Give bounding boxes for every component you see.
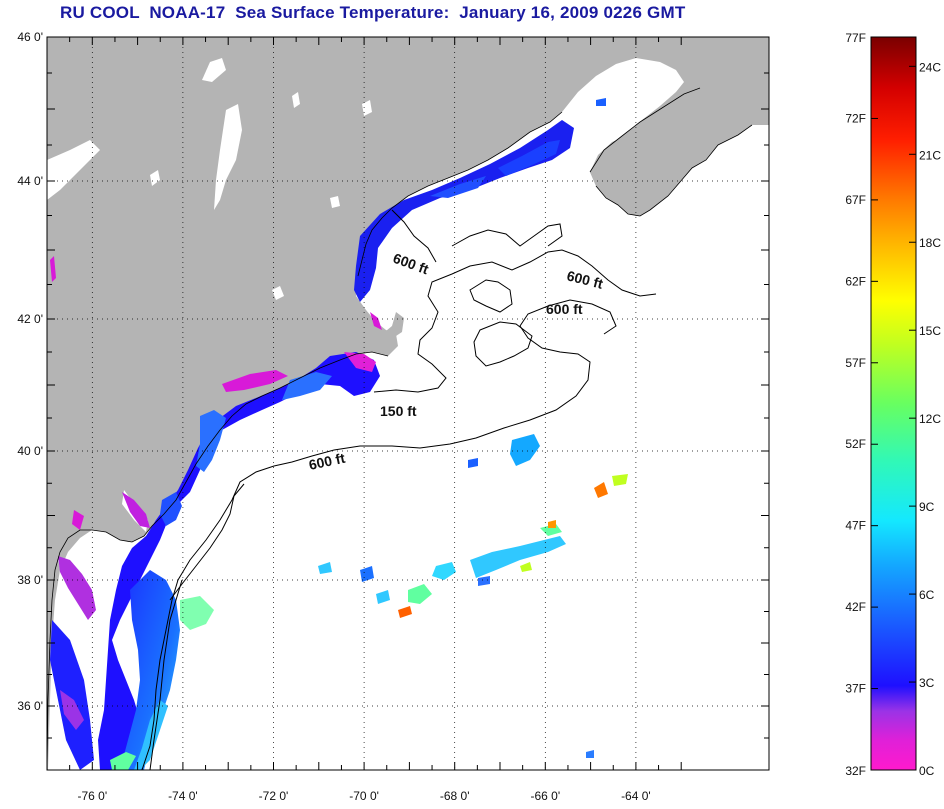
lat-label: 46 0': [17, 30, 43, 44]
sst-offshore-patches: [180, 98, 628, 758]
frame-ticks: [46, 36, 769, 771]
lat-label: 38 0': [17, 573, 43, 587]
colorbar-label-f: 42F: [845, 600, 866, 614]
colorbar-label-f: 37F: [845, 682, 866, 696]
colorbar-label-c: 12C: [919, 412, 941, 426]
colorbar-label-f: 52F: [845, 437, 866, 451]
contour-label: 600 ft: [546, 301, 583, 317]
sst-retrievals: [50, 120, 574, 770]
land-cape-cod: [368, 312, 404, 346]
map-title: RU COOL NOAA-17 Sea Surface Temperature:…: [60, 3, 686, 22]
inland-lakes: [47, 58, 372, 576]
land-long-island: [198, 362, 336, 414]
lon-label: -74 0': [168, 789, 198, 803]
colorbar-gradient: [870, 36, 917, 771]
colorbar-label-f: 62F: [845, 274, 866, 288]
lat-label: 40 0': [17, 444, 43, 458]
bathymetry-contours: [141, 209, 657, 770]
colorbar-label-f: 72F: [845, 111, 866, 125]
colorbar-label-f: 77F: [845, 31, 866, 45]
colorbar-label-c: 24C: [919, 60, 941, 74]
sst-cold-estuaries: [50, 256, 382, 730]
lon-label: -68 0': [440, 789, 470, 803]
colorbar-label-c: 6C: [919, 588, 935, 602]
land-us: [47, 37, 769, 770]
lon-label: -76 0': [77, 789, 107, 803]
colorbar-label-f: 32F: [845, 764, 866, 778]
longitude-labels: -76 0' -74 0' -72 0' -70 0' -68 0' -66 0' -64 …: [77, 789, 650, 803]
map-frame: [46, 36, 770, 771]
colorbar-label-c: 0C: [919, 764, 935, 778]
contour-label: 150 ft: [380, 403, 417, 419]
bay-of-fundy: [556, 74, 670, 150]
lat-label: 36 0': [17, 699, 43, 713]
colorbar-label-c: 15C: [919, 324, 941, 338]
lon-label: -66 0': [530, 789, 560, 803]
colorbar-celsius-labels: 24C 21C 18C 15C 12C 9C 6C 3C 0C: [909, 60, 941, 778]
colorbar-label-c: 3C: [919, 676, 935, 690]
graticule: [47, 37, 769, 770]
contour-label: 600 ft: [307, 450, 346, 473]
colorbar-fahrenheit-labels: 77F 72F 67F 62F 57F 52F 47F 42F 37F 32F: [845, 31, 878, 778]
colorbar-label-c: 9C: [919, 500, 935, 514]
latitude-labels: 46 0' 44 0' 42 0' 40 0' 38 0' 36 0': [17, 30, 43, 713]
colorbar-label-c: 21C: [919, 148, 941, 162]
colorbar-label-f: 67F: [845, 193, 866, 207]
coastline: [47, 87, 753, 770]
lon-label: -72 0': [259, 789, 289, 803]
colorbar-label-c: 18C: [919, 236, 941, 250]
colorbar-label-f: 47F: [845, 519, 866, 533]
lon-label: -64 0': [621, 789, 651, 803]
lon-label: -70 0': [349, 789, 379, 803]
colorbar: 77F 72F 67F 62F 57F 52F 47F 42F 37F 32F 24C 21C 18C…: [845, 31, 941, 778]
lat-label: 44 0': [17, 174, 43, 188]
land-nova-scotia: [590, 88, 752, 216]
lat-label: 42 0': [17, 312, 43, 326]
colorbar-label-f: 57F: [845, 356, 866, 370]
map-area: 600 ft 600 ft 600 ft 150 ft 600 ft: [47, 37, 769, 770]
